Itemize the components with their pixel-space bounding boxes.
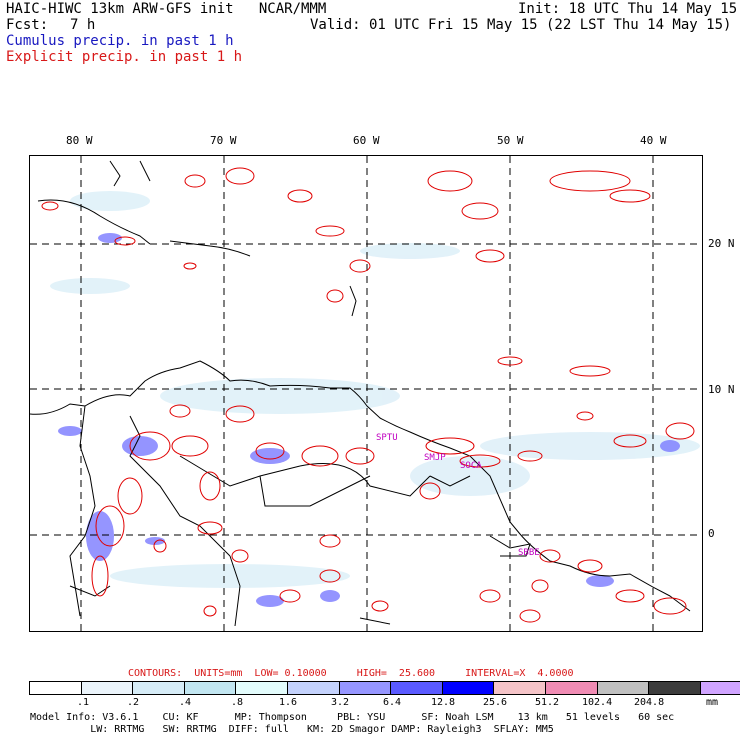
map-canvas — [30, 156, 702, 631]
lat-label-10n: 10 N — [708, 383, 735, 396]
colorbar-swatch-6 — [339, 682, 392, 694]
explicit-contours — [41, 167, 695, 623]
lon-label-70w: 70 W — [210, 134, 237, 147]
colorbar-label: .8 — [231, 697, 244, 708]
colorbar-label: 102.4 — [582, 697, 613, 708]
colorbar — [29, 681, 740, 695]
contour-info: CONTOURS: UNITS=mm LOW= 0.10000 HIGH= 25… — [128, 668, 574, 679]
colorbar-swatch-1 — [81, 682, 134, 694]
init-time: Init: 18 UTC Thu 14 May 15 — [518, 1, 738, 17]
colorbar-label: .2 — [127, 697, 140, 708]
colorbar-swatch-13 — [700, 682, 740, 694]
lon-label-60w: 60 W — [353, 134, 380, 147]
lon-label-40w: 40 W — [640, 134, 667, 147]
colorbar-label: 3.2 — [331, 697, 350, 708]
colorbar-swatch-4 — [236, 682, 288, 694]
cumulus-light-field — [50, 191, 700, 588]
cumulus-legend: Cumulus precip. in past 1 h — [6, 33, 234, 49]
place-label-sbbe: SBBE — [518, 548, 540, 558]
forecast-label: Fcst: — [6, 17, 49, 33]
model-info-line1: Model Info: V3.6.1 CU: KF MP: Thompson P… — [30, 712, 675, 723]
map-title: HAIC-HIWC 13km ARW-GFS init NCAR/MMM — [6, 1, 327, 17]
colorbar-swatch-12 — [649, 682, 701, 694]
colorbar-label: 204.8 — [634, 697, 665, 708]
colorbar-unit: mm — [706, 697, 719, 708]
colorbar-swatch-2 — [133, 682, 185, 694]
colorbar-label: 6.4 — [383, 697, 402, 708]
lon-label-80w: 80 W — [66, 134, 93, 147]
colorbar-label: .4 — [179, 697, 192, 708]
colorbar-swatch-0 — [30, 682, 82, 694]
colorbar-swatch-3 — [184, 682, 237, 694]
lat-label-0: 0 — [708, 527, 715, 540]
colorbar-swatch-5 — [287, 682, 340, 694]
colorbar-swatch-7 — [391, 682, 443, 694]
graticule — [30, 156, 702, 631]
colorbar-swatch-10 — [545, 682, 598, 694]
colorbar-swatch-8 — [442, 682, 495, 694]
valid-time: Valid: 01 UTC Fri 15 May 15 (22 LST Thu … — [310, 17, 732, 33]
precip-map[interactable]: SPTU SMJP SOCA SBBE — [29, 155, 703, 632]
explicit-legend: Explicit precip. in past 1 h — [6, 49, 243, 65]
forecast-hour: 7 h — [70, 17, 96, 33]
colorbar-label: 1.6 — [279, 697, 298, 708]
place-label-soca: SOCA — [460, 461, 482, 471]
colorbar-label: 12.8 — [431, 697, 456, 708]
place-label-smjp: SMJP — [424, 453, 446, 463]
colorbar-swatch-11 — [597, 682, 650, 694]
colorbar-label: 51.2 — [535, 697, 560, 708]
colorbar-label: 25.6 — [483, 697, 508, 708]
colorbar-label: .1 — [77, 697, 90, 708]
place-label-sptu: SPTU — [376, 433, 398, 443]
colorbar-swatch-9 — [494, 682, 546, 694]
lat-label-20n: 20 N — [708, 237, 735, 250]
coastlines — [30, 160, 691, 627]
cumulus-heavy-field — [58, 233, 680, 607]
model-info-line2: LW: RRTMG SW: RRTMG DIFF: full KM: 2D Sm… — [30, 724, 554, 735]
lon-label-50w: 50 W — [497, 134, 524, 147]
